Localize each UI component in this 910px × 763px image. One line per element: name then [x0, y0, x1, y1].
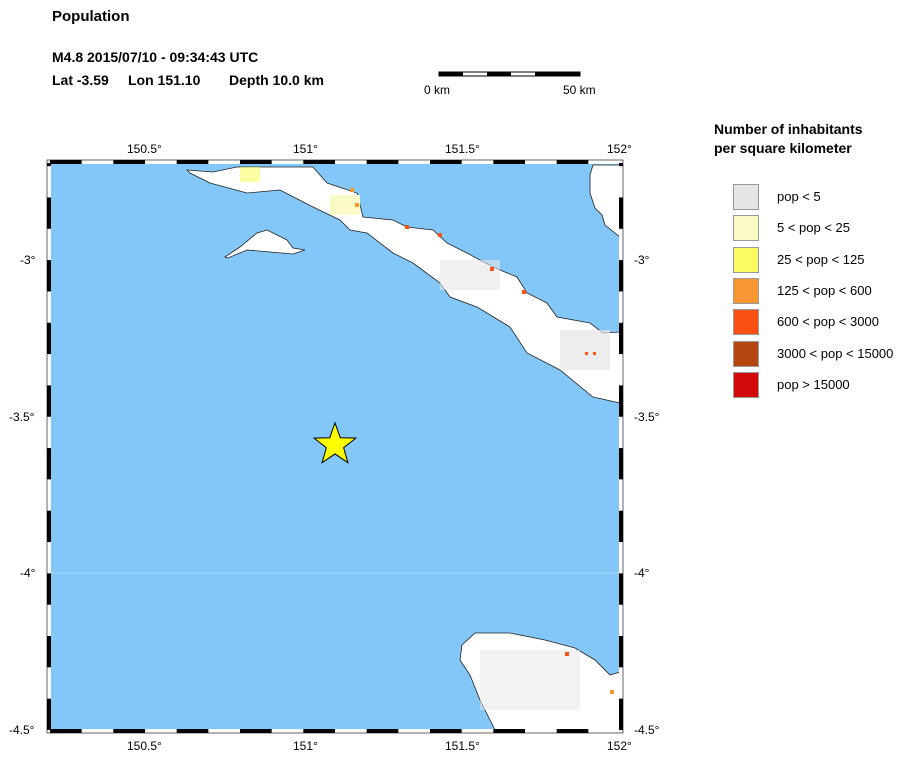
- map-title: Population: [52, 8, 130, 25]
- lat-tick-right: -3°: [634, 253, 650, 267]
- frame-segment: [430, 729, 462, 733]
- legend-label: 600 < pop < 3000: [777, 314, 879, 330]
- frame-segment: [240, 729, 272, 733]
- legend-swatch: [733, 215, 759, 242]
- frame-segment: [619, 385, 623, 417]
- frame-segment: [619, 510, 623, 543]
- legend-label: 125 < pop < 600: [777, 282, 872, 298]
- frame-segment: [176, 729, 209, 733]
- frame-segment: [619, 163, 623, 167]
- frame-segment: [366, 160, 399, 164]
- scale-start: 0 km: [424, 83, 451, 97]
- frame-segment: [50, 729, 82, 733]
- frame-segment: [619, 260, 623, 292]
- lat-tick-left: -3°: [20, 253, 36, 267]
- legend-label: pop < 5: [777, 189, 821, 204]
- frame-segment: [493, 160, 525, 164]
- lon-tick-top: 150.5°: [127, 142, 162, 156]
- frame-segment: [240, 160, 272, 164]
- frame-segment: [556, 729, 589, 733]
- frame-segment: [50, 160, 82, 164]
- frame-segment: [303, 160, 335, 164]
- legend-label: 25 < pop < 125: [777, 251, 865, 267]
- lon-tick-top: 151.5°: [445, 142, 480, 156]
- island: [224, 229, 306, 259]
- frame-segment: [47, 161, 51, 732]
- frame-segment: [619, 448, 623, 480]
- frame-segment: [113, 729, 145, 733]
- legend-swatch: [733, 309, 759, 336]
- legend-swatch: [733, 184, 759, 210]
- legend-label: 5 < pop < 25: [777, 220, 851, 236]
- lat-tick-left: -4°: [20, 566, 36, 580]
- frame-segment: [430, 160, 462, 164]
- lat-tick-right: -4°: [634, 566, 650, 580]
- frame-segment: [366, 729, 399, 733]
- legend-swatch: [733, 277, 759, 304]
- frame-segment: [176, 160, 209, 164]
- legend-title: Number of inhabitants: [714, 121, 863, 137]
- event-depth: Depth 10.0 km: [229, 72, 324, 88]
- star-icon: [312, 421, 358, 464]
- frame-segment: [47, 636, 51, 668]
- frame-segment: [493, 729, 525, 733]
- frame-segment: [619, 636, 623, 668]
- frame-segment: [47, 448, 51, 480]
- legend-label: 3000 < pop < 15000: [777, 345, 894, 361]
- event-lat: Lat -3.59: [52, 72, 109, 88]
- frame-segment: [619, 573, 623, 605]
- lon-tick-bottom: 151.5°: [445, 739, 480, 753]
- population-cells: [240, 167, 614, 710]
- event-lon: Lon 151.10: [128, 72, 201, 88]
- frame-segment: [47, 260, 51, 292]
- frame-segment: [47, 197, 51, 229]
- lon-tick-top: 152°: [607, 142, 632, 156]
- frame-segment: [303, 729, 335, 733]
- lon-tick-bottom: 152°: [607, 739, 632, 753]
- map-frame: [46, 159, 624, 734]
- legend-subtitle: per square kilometer: [714, 140, 852, 156]
- event-info: M4.8 2015/07/10 - 09:34:43 UTC: [52, 49, 259, 65]
- frame-segment: [47, 698, 51, 730]
- lat-tick-left: -4.5°: [9, 723, 35, 737]
- frame-segment: [47, 573, 51, 605]
- frame-segment: [47, 385, 51, 417]
- frame-segment: [619, 197, 623, 229]
- legend-swatch: [733, 371, 759, 398]
- legend-swatch: [733, 246, 759, 273]
- frame-segment: [47, 163, 51, 167]
- lon-tick-bottom: 151°: [293, 739, 318, 753]
- scale-end: 50 km: [563, 83, 596, 97]
- lat-tick-right: -4.5°: [634, 723, 660, 737]
- frame-segment: [619, 698, 623, 730]
- scale-bar: [438, 71, 581, 77]
- lat-tick-left: -3.5°: [9, 410, 35, 424]
- frame-segment: [556, 160, 589, 164]
- frame-segment: [113, 160, 145, 164]
- frame-segment: [619, 161, 623, 732]
- lat-tick-right: -3.5°: [634, 410, 660, 424]
- lon-tick-bottom: 150.5°: [127, 739, 162, 753]
- frame-segment: [619, 322, 623, 355]
- legend-swatch: [733, 340, 759, 367]
- frame-segment: [47, 510, 51, 543]
- lon-tick-top: 151°: [293, 142, 318, 156]
- frame-segment: [47, 322, 51, 355]
- legend-label: pop > 15000: [777, 376, 850, 392]
